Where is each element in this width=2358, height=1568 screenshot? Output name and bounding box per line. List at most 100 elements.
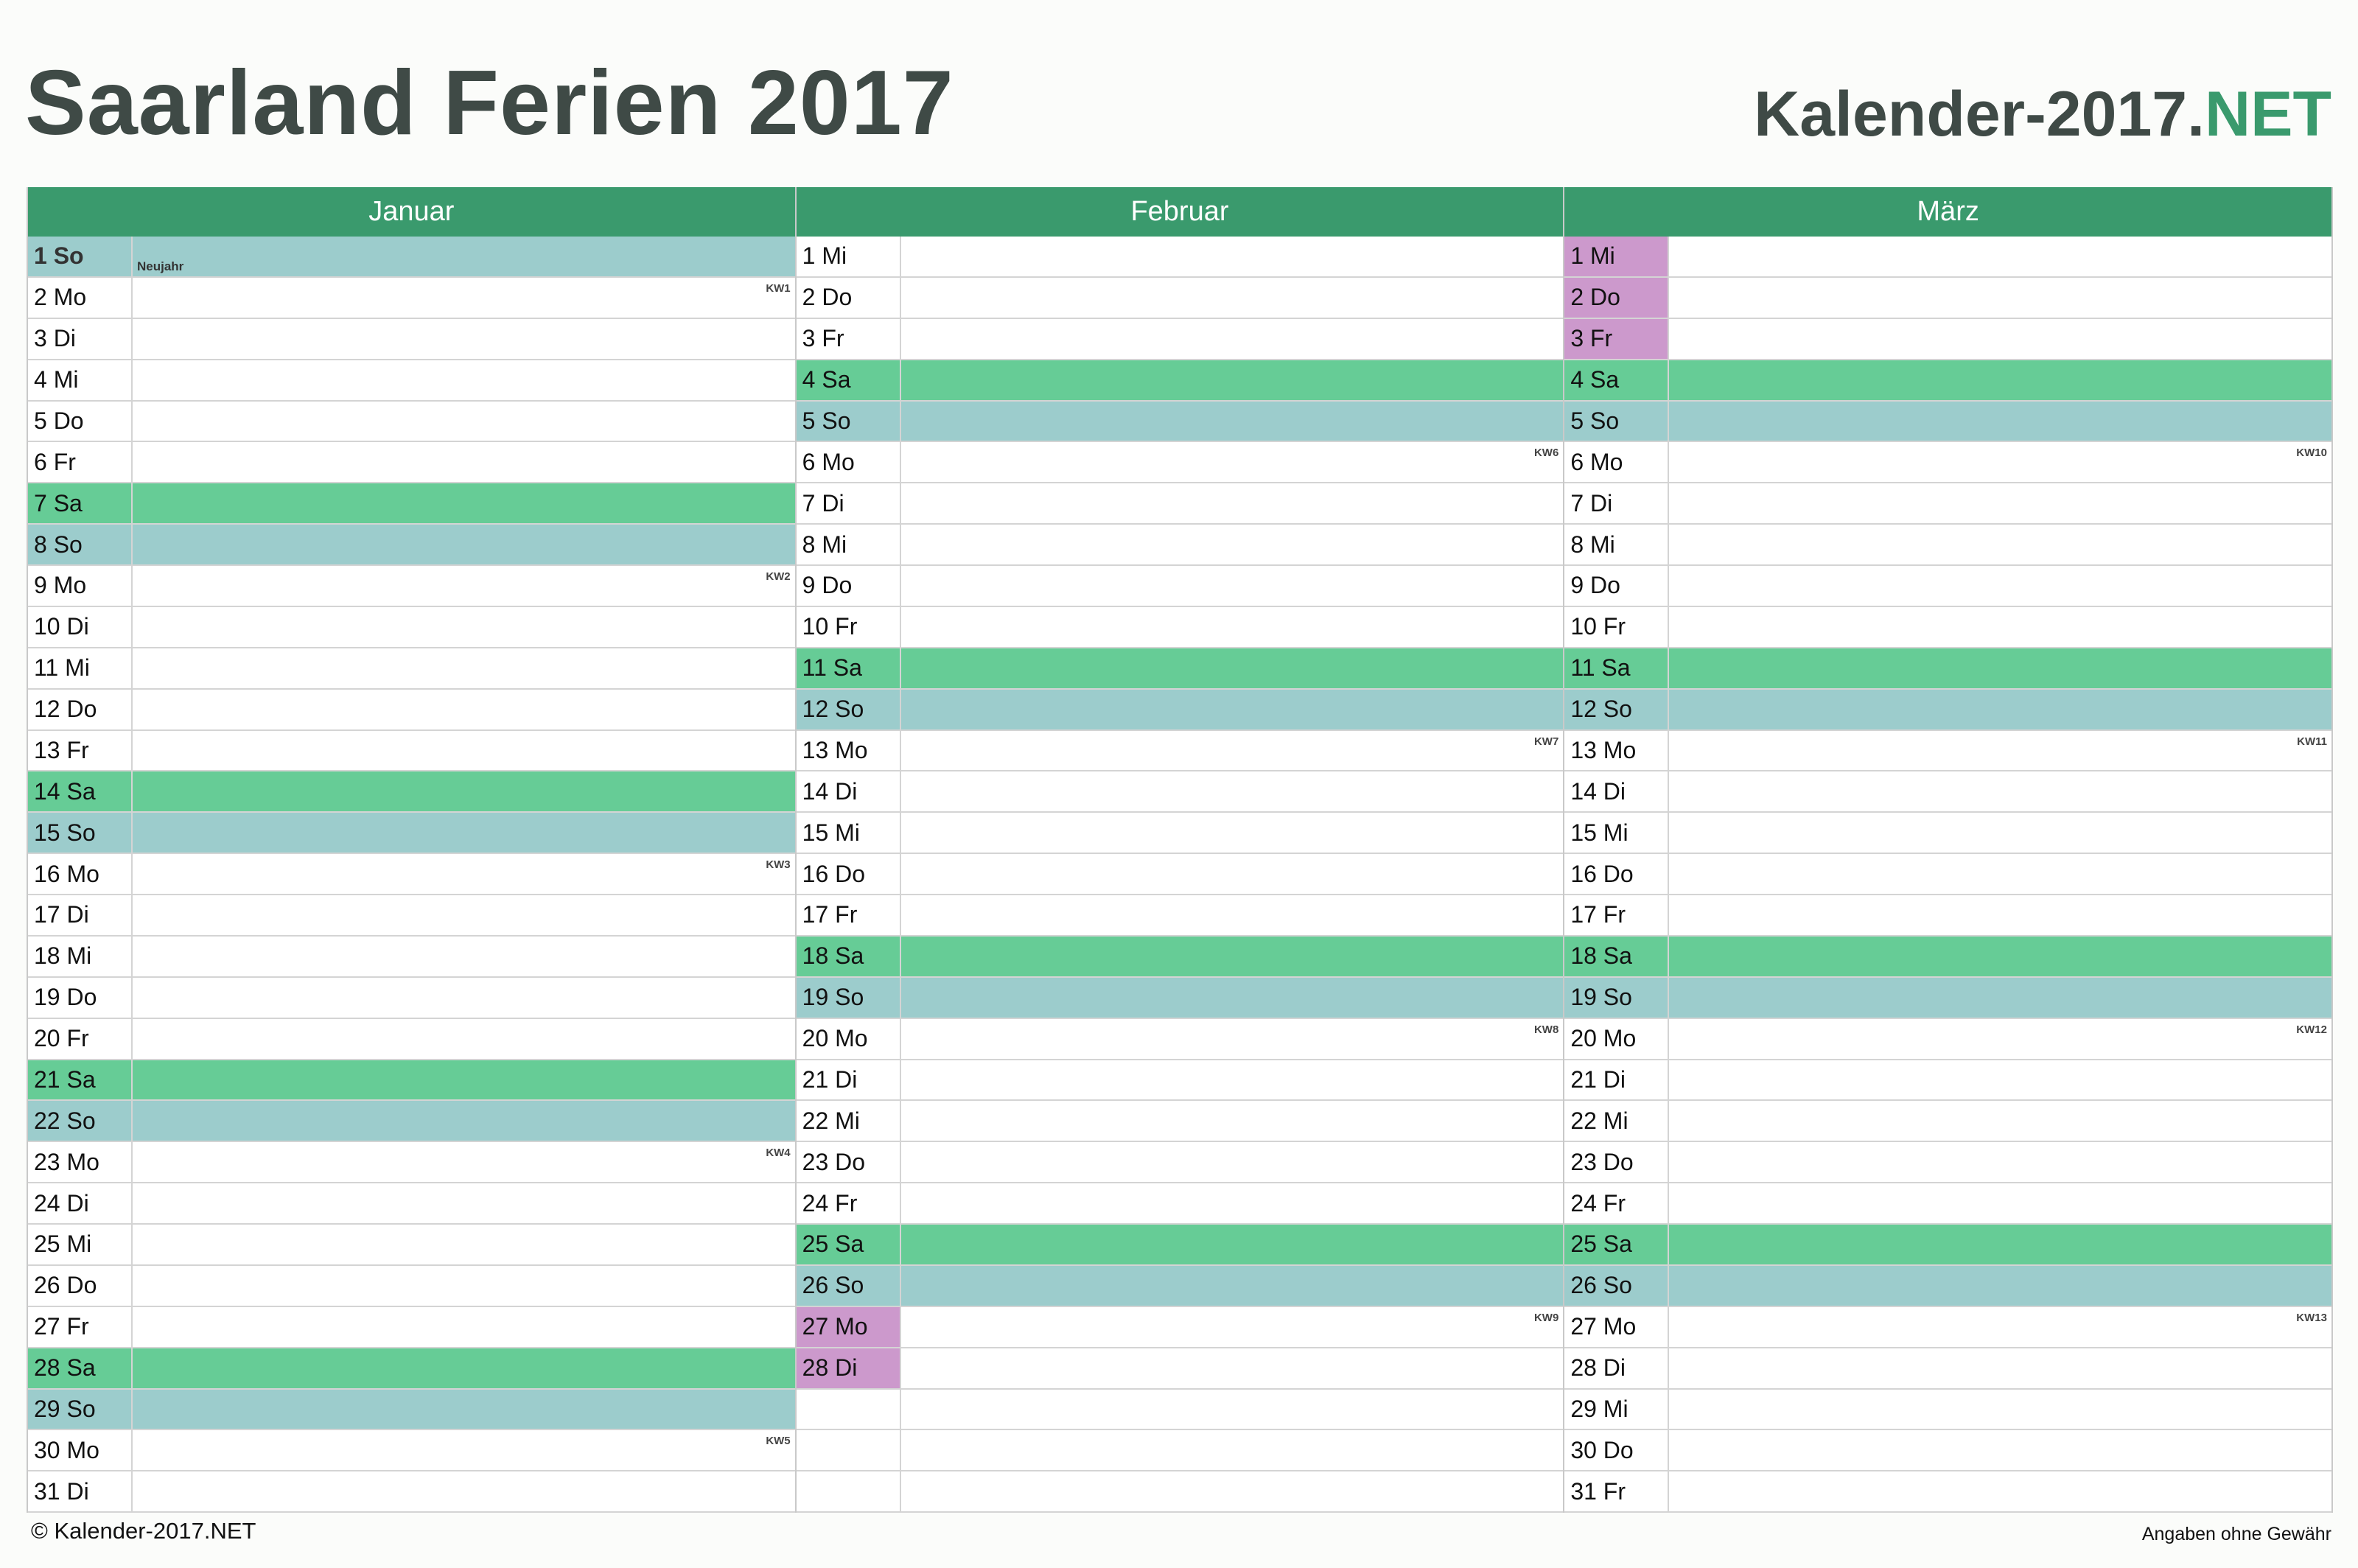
day-row: 11 Mi	[28, 648, 795, 690]
day-label: 1 Mi	[1564, 237, 1670, 276]
day-row: 9 Do	[1564, 566, 2331, 607]
day-row: 31 Fr	[1564, 1471, 2331, 1513]
calendar-grid: Januar 1 So Neujahr 2 Mo KW1 3 Di 4 Mi 5 Do 6 Fr…	[27, 187, 2333, 1513]
day-label: 9 Mo	[28, 566, 133, 606]
day-label: 7 Sa	[28, 483, 133, 524]
day-note-cell: KW12	[1669, 1019, 2331, 1059]
day-note-cell	[901, 937, 1564, 976]
day-label: 12 So	[1564, 689, 1670, 729]
day-note-cell: KW7	[901, 731, 1564, 771]
day-label: 5 So	[797, 401, 901, 441]
day-row: 11 Sa	[796, 648, 1564, 690]
day-note-cell	[1669, 771, 2331, 811]
week-number: KW1	[766, 281, 791, 295]
month-header: Januar	[28, 187, 795, 237]
day-label: 29 Mi	[1564, 1389, 1670, 1429]
brand-accent: NET	[2205, 79, 2331, 150]
week-number: KW11	[2297, 735, 2327, 748]
day-row: 7 Sa	[28, 483, 795, 525]
day-note-cell: KW9	[901, 1307, 1564, 1347]
day-label: 23 Do	[1564, 1142, 1670, 1183]
day-note-cell: KW8	[901, 1019, 1564, 1059]
day-label: 11 Sa	[797, 648, 901, 688]
day-row: 22 Mi	[796, 1101, 1564, 1143]
day-label: 14 Di	[1564, 771, 1670, 812]
day-label: 8 Mi	[1564, 525, 1670, 564]
week-number: KW4	[766, 1147, 791, 1160]
day-row: 26 So	[1564, 1265, 2331, 1307]
day-row: 13 Fr	[28, 730, 795, 772]
day-note-cell	[133, 731, 795, 771]
day-note-cell	[1669, 1430, 2331, 1470]
day-row: 24 Fr	[1564, 1183, 2331, 1225]
day-row: 2 Do	[1564, 277, 2331, 319]
day-note-cell: KW13	[1669, 1307, 2331, 1347]
day-label: 12 Do	[28, 689, 133, 729]
day-row: 14 Di	[1564, 771, 2331, 813]
day-label: 1 So	[28, 237, 133, 276]
day-row: 2 Do	[796, 277, 1564, 319]
day-row: 17 Fr	[796, 895, 1564, 937]
day-note-cell	[1669, 360, 2331, 400]
day-note-cell	[1669, 1266, 2331, 1306]
day-note-cell: KW3	[133, 854, 795, 894]
day-label: 15 Mi	[797, 813, 901, 853]
day-note-cell	[901, 771, 1564, 811]
day-label: 22 So	[28, 1101, 133, 1141]
day-row: 4 Sa	[1564, 360, 2331, 402]
week-number: KW7	[1533, 735, 1559, 748]
week-number: KW9	[1533, 1311, 1559, 1324]
day-note-cell	[133, 895, 795, 935]
day-row: 6 Fr	[28, 442, 795, 484]
day-label: 13 Fr	[28, 730, 133, 771]
day-note-cell	[133, 978, 795, 1018]
day-label: 8 So	[28, 525, 133, 564]
day-label: 11 Mi	[28, 648, 133, 688]
day-note-cell	[901, 237, 1564, 276]
day-note-cell: KW2	[133, 566, 795, 606]
day-note-cell	[1669, 402, 2331, 441]
day-note-cell	[901, 1390, 1564, 1429]
day-row	[796, 1389, 1564, 1431]
day-label: 21 Di	[1564, 1060, 1670, 1100]
day-note-cell: KW4	[133, 1142, 795, 1182]
day-label: 13 Mo	[797, 730, 901, 771]
day-note-cell	[1669, 1183, 2331, 1223]
day-row: 22 Mi	[1564, 1101, 2331, 1143]
day-note-cell	[133, 648, 795, 688]
day-note-cell	[133, 1060, 795, 1100]
day-label: 30 Mo	[28, 1430, 133, 1471]
day-label: 21 Di	[797, 1060, 901, 1100]
day-note-cell	[1669, 937, 2331, 976]
day-note-cell	[901, 854, 1564, 894]
day-note-cell	[133, 402, 795, 441]
day-label: 7 Di	[1564, 483, 1670, 524]
day-label: 28 Di	[796, 1348, 901, 1388]
day-label: 2 Do	[797, 277, 901, 318]
day-row: 17 Fr	[1564, 895, 2331, 937]
day-note-cell	[901, 319, 1564, 359]
day-label: 17 Fr	[797, 895, 901, 935]
day-note-cell	[133, 1348, 795, 1388]
day-note-cell	[901, 607, 1564, 647]
day-note-cell	[133, 1183, 795, 1223]
day-note-cell: KW6	[901, 442, 1564, 482]
day-note-cell	[133, 1019, 795, 1059]
day-note-cell: Neujahr	[133, 237, 795, 276]
day-label: 16 Do	[797, 854, 901, 894]
day-label	[797, 1471, 901, 1512]
day-label: 12 So	[797, 689, 901, 729]
day-note-cell	[1669, 278, 2331, 318]
day-label: 19 So	[797, 977, 901, 1018]
day-label: 10 Fr	[797, 606, 901, 647]
day-note-cell	[1669, 690, 2331, 729]
week-number: KW13	[2296, 1311, 2327, 1324]
day-row	[796, 1430, 1564, 1472]
day-label: 18 Sa	[1564, 936, 1670, 976]
day-row: 11 Sa	[1564, 648, 2331, 690]
day-note-cell	[133, 937, 795, 976]
day-label: 5 Do	[28, 401, 133, 441]
day-note-cell	[1669, 525, 2331, 564]
day-row: 21 Di	[796, 1060, 1564, 1102]
day-label: 26 Do	[28, 1265, 133, 1306]
